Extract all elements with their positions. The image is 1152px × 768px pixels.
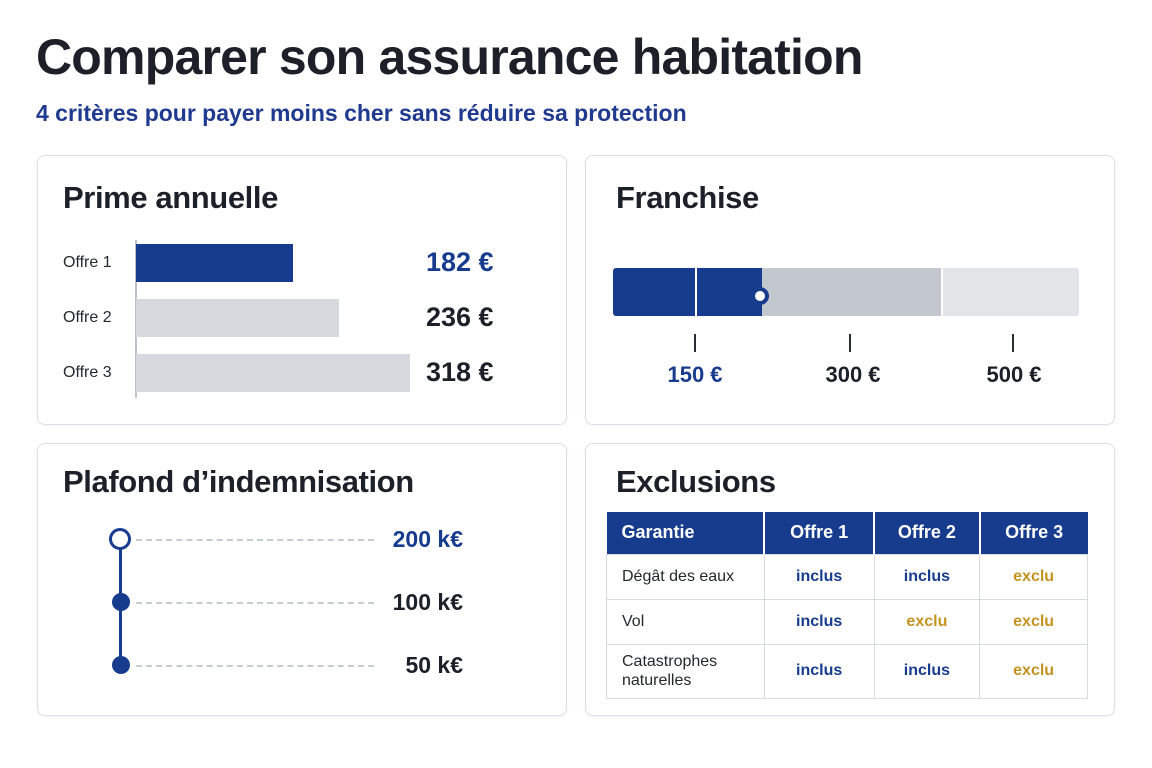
exclusions-table: Garantie Offre 1 Offre 2 Offre 3 Dégât d… bbox=[606, 512, 1088, 699]
franchise-divider bbox=[695, 268, 697, 316]
page-title: Comparer son assurance habitation bbox=[36, 29, 863, 85]
exclusions-card: Exclusions Garantie Offre 1 Offre 2 Offr… bbox=[585, 443, 1115, 716]
column-header-offre-3: Offre 3 bbox=[979, 512, 1088, 554]
bar-value: 182 € bbox=[426, 247, 494, 277]
prime-row-offre-1: Offre 1 182 € bbox=[38, 244, 566, 282]
status-cell: exclu bbox=[873, 598, 981, 645]
table-row: Dégât des eaux inclus inclus exclu bbox=[606, 553, 1088, 600]
bar-value: 318 € bbox=[426, 357, 494, 387]
prime-row-offre-3: Offre 3 318 € bbox=[38, 354, 566, 392]
plafond-dot-open bbox=[109, 528, 131, 550]
plafond-dashed-line bbox=[136, 665, 374, 667]
plafond-dot bbox=[112, 593, 130, 611]
plafond-value-100k: 100 k€ bbox=[392, 589, 463, 615]
franchise-tick bbox=[849, 334, 851, 352]
prime-row-offre-2: Offre 2 236 € bbox=[38, 299, 566, 337]
plafond-card-title: Plafond d’indemnisation bbox=[63, 464, 414, 499]
status-cell: inclus bbox=[763, 598, 875, 645]
prime-card-title: Prime annuelle bbox=[63, 180, 278, 215]
status-cell: inclus bbox=[873, 643, 981, 699]
plafond-value-200k: 200 k€ bbox=[392, 526, 463, 552]
franchise-mid-segment bbox=[762, 268, 942, 316]
franchise-tick bbox=[694, 334, 696, 352]
franchise-label-300: 300 € bbox=[825, 362, 881, 387]
bar-label: Offre 3 bbox=[63, 364, 112, 381]
plafond-card: Plafond d’indemnisation 200 k€ 100 k€ 50… bbox=[37, 443, 567, 716]
column-header-garantie: Garantie bbox=[606, 512, 766, 554]
column-header-offre-1: Offre 1 bbox=[764, 512, 876, 554]
franchise-slider-track[interactable] bbox=[613, 268, 1079, 316]
status-cell: inclus bbox=[873, 553, 981, 600]
plafond-value-50k: 50 k€ bbox=[405, 652, 463, 678]
franchise-slider-handle[interactable] bbox=[751, 287, 769, 305]
row-garantie: Vol bbox=[606, 598, 765, 645]
franchise-high-segment bbox=[942, 268, 1079, 316]
status-cell: inclus bbox=[763, 643, 875, 699]
status-cell: exclu bbox=[979, 553, 1088, 600]
franchise-label-500: 500 € bbox=[986, 362, 1042, 387]
bar-label: Offre 1 bbox=[63, 254, 112, 271]
bar-value: 236 € bbox=[426, 302, 494, 332]
franchise-selected-segment bbox=[613, 268, 762, 316]
status-cell: inclus bbox=[763, 553, 875, 600]
franchise-card-title: Franchise bbox=[616, 180, 759, 215]
prime-annuelle-card: Prime annuelle Offre 1 182 € Offre 2 236… bbox=[37, 155, 567, 425]
franchise-divider bbox=[941, 268, 943, 316]
row-garantie: Catastrophes naturelles bbox=[606, 643, 765, 699]
row-garantie: Dégât des eaux bbox=[606, 553, 765, 600]
prime-bar bbox=[136, 354, 410, 392]
status-cell: exclu bbox=[979, 643, 1088, 699]
franchise-tick bbox=[1012, 334, 1014, 352]
plafond-dashed-line bbox=[136, 539, 374, 541]
exclusions-card-title: Exclusions bbox=[616, 464, 776, 499]
column-header-offre-2: Offre 2 bbox=[874, 512, 981, 554]
bar-label: Offre 2 bbox=[63, 309, 112, 326]
franchise-card: Franchise 150 € 300 € 500 € bbox=[585, 155, 1115, 425]
prime-bar bbox=[136, 244, 293, 282]
prime-bar bbox=[136, 299, 339, 337]
franchise-label-150: 150 € bbox=[667, 362, 723, 387]
plafond-dot bbox=[112, 656, 130, 674]
table-row: Catastrophes naturelles inclus inclus ex… bbox=[606, 643, 1088, 699]
table-row: Vol inclus exclu exclu bbox=[606, 598, 1088, 645]
plafond-dashed-line bbox=[136, 602, 374, 604]
status-cell: exclu bbox=[979, 598, 1088, 645]
table-header-row: Garantie Offre 1 Offre 2 Offre 3 bbox=[606, 512, 1088, 554]
page-subtitle: 4 critères pour payer moins cher sans ré… bbox=[36, 100, 687, 126]
